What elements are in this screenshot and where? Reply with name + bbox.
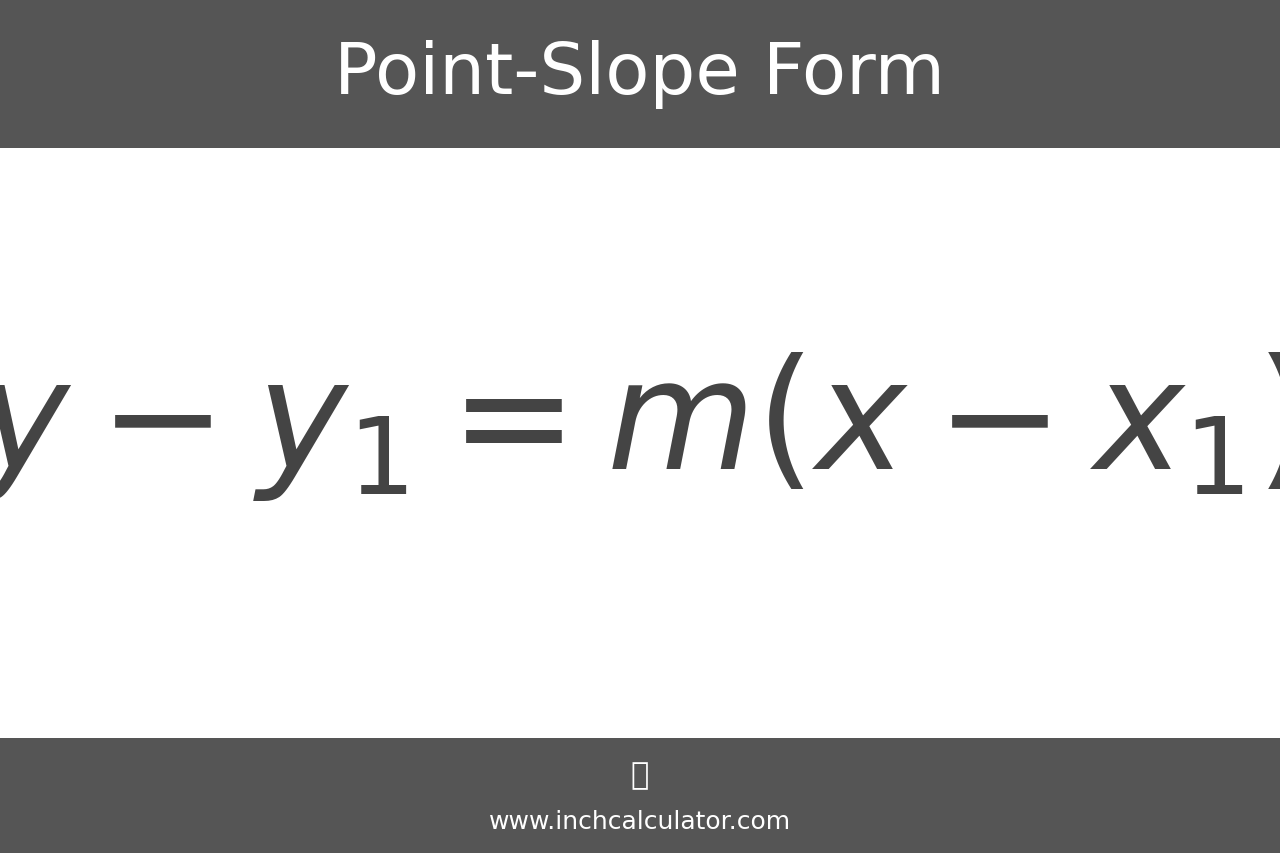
Bar <box>0 738 1280 853</box>
Bar <box>0 0 1280 149</box>
Text: $\mathit{y} - \mathit{y}_1 = \mathit{m}(\mathit{x} - \mathit{x}_1)$: $\mathit{y} - \mathit{y}_1 = \mathit{m}(… <box>0 350 1280 503</box>
Text: Point-Slope Form: Point-Slope Form <box>334 40 946 109</box>
Text: www.inchcalculator.com: www.inchcalculator.com <box>489 809 791 833</box>
Text: 🖩: 🖩 <box>631 760 649 789</box>
